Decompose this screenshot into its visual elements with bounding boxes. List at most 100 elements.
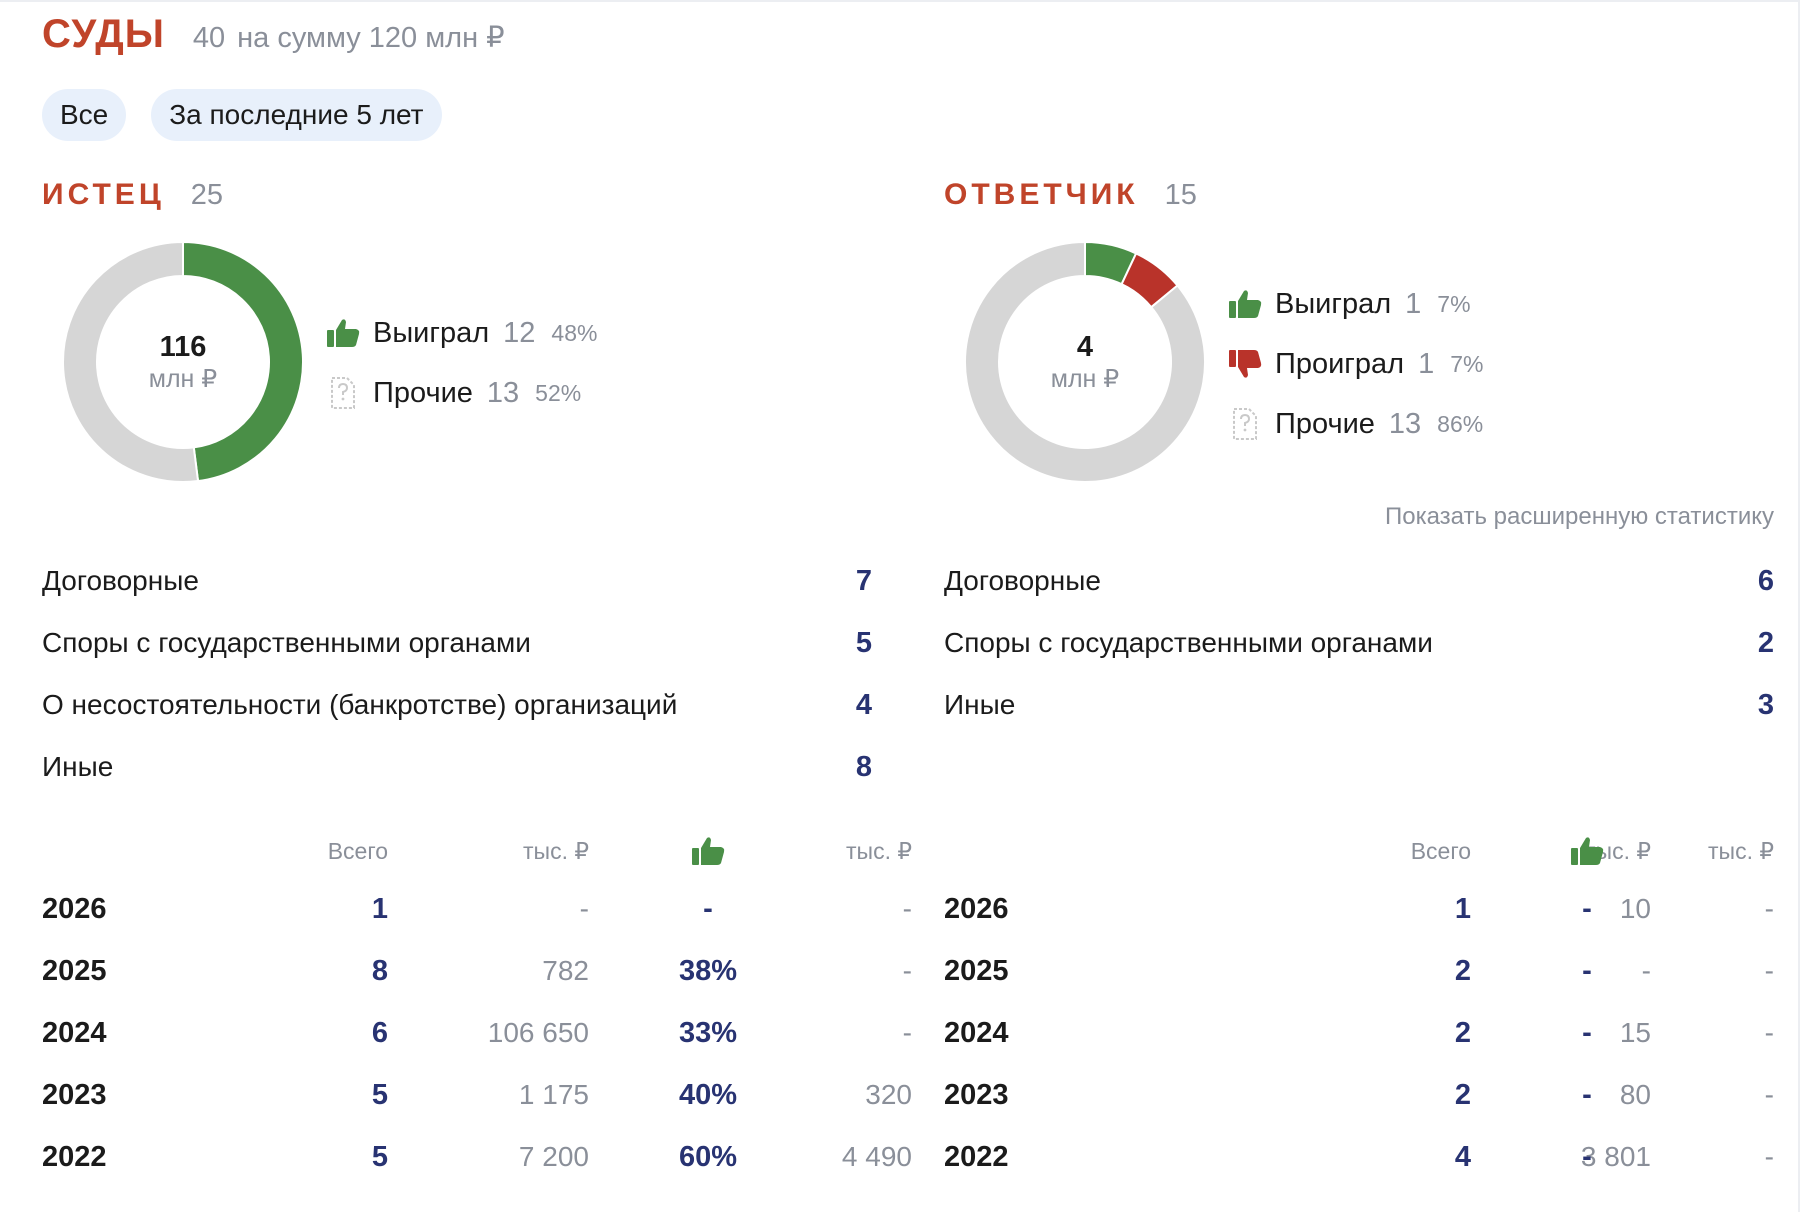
defendant-donut-unit: млн ₽ — [1050, 365, 1120, 393]
row-sum: 7 200 — [518, 1141, 589, 1172]
table-header: Всего тыс. ₽ тыс. ₽ — [944, 824, 1774, 878]
legend-item-other[interactable]: Прочие 13 86% — [1227, 394, 1483, 454]
row-won-sum: - — [902, 1017, 912, 1048]
row-total: 4 — [1454, 1140, 1471, 1173]
header-won-sum: тыс. ₽ — [1708, 837, 1774, 864]
category-row[interactable]: Иные 8 — [42, 736, 872, 798]
defendant-section-header: ОТВЕТЧИК 15 — [944, 178, 1197, 212]
row-won-percent: - — [1582, 1078, 1592, 1111]
show-extended-stats-link[interactable]: Показать расширенную статистику — [1384, 503, 1774, 530]
table-header: Всего тыс. ₽ тыс. ₽ — [42, 824, 912, 878]
category-value: 3 — [1757, 688, 1774, 721]
row-total: 6 — [371, 1016, 388, 1049]
header-total: Всего — [327, 837, 388, 864]
plaintiff-donut-segment-won[interactable] — [182, 240, 304, 483]
row-won-sum: 4 490 — [841, 1141, 912, 1172]
defendant-donut-chart: 4 млн ₽ — [963, 240, 1207, 484]
legend-count: 12 — [503, 316, 536, 349]
plaintiff-title: ИСТЕЦ — [42, 178, 165, 211]
cases-sum: на сумму 120 млн ₽ — [237, 22, 505, 54]
table-row[interactable]: 2025 2 - - - — [944, 940, 1774, 1002]
row-total: 2 — [1454, 1078, 1471, 1111]
plaintiff-donut-segment-other[interactable] — [62, 240, 200, 483]
category-label: Иные — [944, 689, 1016, 720]
legend-percent: 52% — [535, 379, 582, 406]
legend-percent: 7% — [1450, 350, 1484, 377]
table-row[interactable]: 2022 5 7 200 60% 4 490 — [42, 1126, 912, 1188]
table-row[interactable]: 2022 4 3 801 - - — [944, 1126, 1774, 1188]
table-row[interactable]: 2026 1 - - - — [42, 878, 912, 940]
table-row[interactable]: 2024 2 15 - - — [944, 1002, 1774, 1064]
legend-item-won[interactable]: Выиграл 12 48% — [325, 303, 597, 363]
table-row[interactable]: 2023 5 1 175 40% 320 — [42, 1064, 912, 1126]
row-total: 2 — [1454, 1016, 1471, 1049]
thumbs-up-icon — [662, 824, 754, 878]
row-won-sum: - — [1764, 1079, 1774, 1110]
row-won-percent: 60% — [678, 1140, 738, 1173]
legend-percent: 86% — [1437, 410, 1484, 437]
category-row[interactable]: Иные 3 — [944, 674, 1774, 736]
category-row[interactable]: Споры с государственными органами 2 — [944, 612, 1774, 674]
row-year: 2022 — [42, 1140, 107, 1173]
row-sum: - — [1641, 955, 1651, 986]
plaintiff-section-header: ИСТЕЦ 25 — [42, 178, 223, 212]
category-row[interactable]: О несостоятельности (банкротстве) органи… — [42, 674, 872, 736]
legend-label: Проиграл — [1275, 347, 1405, 380]
row-won-sum: - — [1764, 893, 1774, 924]
category-label: Споры с государственными органами — [42, 627, 531, 658]
category-value: 8 — [855, 750, 872, 783]
legend-item-other[interactable]: Прочие 13 52% — [325, 363, 597, 423]
row-year: 2025 — [944, 954, 1009, 987]
filter-all-button[interactable]: Все — [42, 89, 127, 141]
category-value: 2 — [1757, 626, 1774, 659]
category-row[interactable]: Договорные 7 — [42, 550, 872, 612]
plaintiff-donut-center: 116 млн ₽ — [61, 240, 305, 484]
category-value: 6 — [1757, 564, 1774, 597]
table-row[interactable]: 2026 1 10 - - — [944, 878, 1774, 940]
plaintiff-donut-chart: 116 млн ₽ — [61, 240, 305, 484]
row-year: 2026 — [944, 892, 1009, 925]
row-won-sum: - — [1764, 1017, 1774, 1048]
legend-item-lost[interactable]: Проиграл 1 7% — [1227, 334, 1483, 394]
plaintiff-donut-unit: млн ₽ — [148, 365, 218, 393]
legend-item-won[interactable]: Выиграл 1 7% — [1227, 274, 1483, 334]
legend-label: Выиграл — [373, 316, 490, 349]
legend-label: Выиграл — [1275, 287, 1392, 320]
row-year: 2025 — [42, 954, 107, 987]
row-sum: 15 — [1619, 1017, 1651, 1048]
category-label: Иные — [42, 751, 114, 782]
defendant-donut-segment-other[interactable] — [964, 240, 1206, 483]
row-won-percent: 38% — [678, 954, 738, 987]
filter-last-5-years-button[interactable]: За последние 5 лет — [151, 89, 442, 141]
row-total: 5 — [371, 1078, 388, 1111]
thumbs-up-icon — [1541, 824, 1633, 878]
defendant-categories: Договорные 6 Споры с государственными ор… — [944, 550, 1774, 736]
category-row[interactable]: Споры с государственными органами 5 — [42, 612, 872, 674]
row-year: 2023 — [42, 1078, 107, 1111]
row-year: 2023 — [944, 1078, 1009, 1111]
plaintiff-donut-svg — [62, 240, 304, 483]
legend-percent: 48% — [551, 319, 598, 346]
row-total: 1 — [371, 892, 388, 925]
category-row[interactable]: Договорные 6 — [944, 550, 1774, 612]
legend-label: Прочие — [1275, 407, 1375, 440]
row-won-sum: - — [902, 955, 912, 986]
legend-count: 1 — [1418, 347, 1435, 380]
table-row[interactable]: 2025 8 782 38% - — [42, 940, 912, 1002]
legend-count: 13 — [1388, 407, 1422, 440]
row-sum: 106 650 — [487, 1017, 589, 1048]
table-row[interactable]: 2023 2 80 - - — [944, 1064, 1774, 1126]
defendant-years-table: Всего тыс. ₽ тыс. ₽ 2026 1 10 - - 2025 2… — [944, 824, 1774, 1188]
table-row[interactable]: 2024 6 106 650 33% - — [42, 1002, 912, 1064]
legend-count: 13 — [486, 376, 520, 409]
row-total: 2 — [1454, 954, 1471, 987]
row-year: 2024 — [944, 1016, 1009, 1049]
thumbs-up-icon — [325, 315, 361, 351]
category-value: 7 — [855, 564, 872, 597]
header-sum: тыс. ₽ — [523, 837, 589, 864]
row-sum: 782 — [542, 955, 589, 986]
row-won-sum: - — [1764, 955, 1774, 986]
defendant-title: ОТВЕТЧИК — [944, 178, 1139, 211]
page-title: СУДЫ — [42, 12, 165, 56]
defendant-donut-value: 4 — [1076, 331, 1094, 363]
